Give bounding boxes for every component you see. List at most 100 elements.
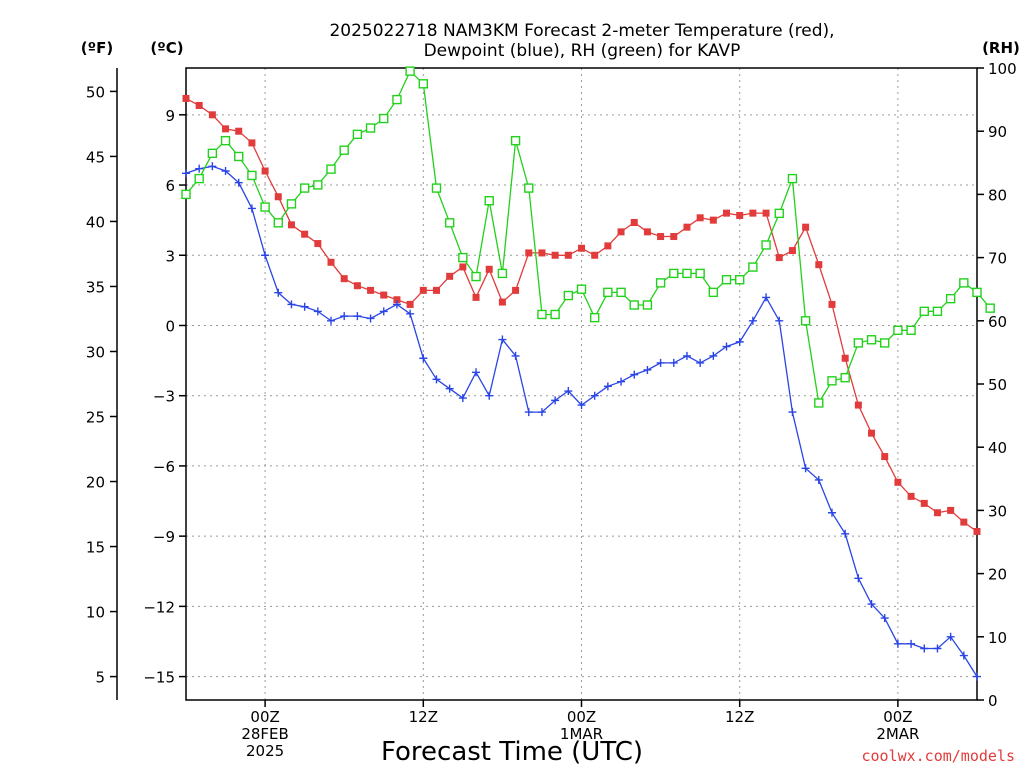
data-point: [367, 286, 375, 294]
data-point: [379, 307, 388, 316]
data-point: [273, 218, 283, 228]
data-point: [444, 218, 455, 228]
rh-unit-label: (RH): [982, 39, 1020, 57]
data-point: [340, 275, 348, 283]
fahrenheit-tick-label: 25: [86, 409, 105, 427]
data-point: [761, 240, 771, 250]
celsius-tick-label: 6: [165, 177, 175, 195]
data-point: [630, 218, 638, 226]
x-tick-label: 00Z: [567, 708, 596, 726]
series-2-meter-temperature: [182, 94, 981, 535]
data-point: [749, 209, 757, 217]
data-point: [868, 429, 876, 437]
data-point: [419, 354, 428, 363]
data-point: [867, 600, 876, 609]
data-point: [537, 408, 546, 417]
plot-frame: [185, 67, 978, 701]
data-point: [300, 302, 309, 311]
data-point: [326, 164, 336, 174]
data-point: [893, 639, 902, 648]
data-point: [709, 216, 717, 224]
data-point: [406, 309, 415, 318]
celsius-tick-label: 0: [165, 317, 175, 335]
data-point: [669, 268, 679, 279]
data-point: [802, 223, 810, 231]
fahrenheit-tick-label: 20: [86, 474, 105, 492]
rh-tick-label: 50: [988, 376, 1007, 394]
data-point: [682, 351, 691, 360]
data-point: [959, 278, 969, 288]
rh-tick-label: 10: [988, 629, 1007, 647]
chart-title-line-2: Dewpoint (blue), RH (green) for KAVP: [424, 41, 741, 61]
celsius-tick-label: 3: [165, 247, 175, 265]
data-point: [881, 453, 889, 461]
x-tick-label: 00Z: [250, 708, 279, 726]
data-point: [195, 164, 204, 173]
data-point: [458, 394, 467, 403]
data-point: [445, 384, 454, 393]
data-point: [472, 368, 481, 377]
data-point: [221, 166, 230, 175]
data-point: [274, 193, 282, 201]
data-point: [564, 387, 573, 396]
data-point: [287, 221, 295, 229]
data-point: [380, 291, 388, 299]
data-point: [524, 408, 533, 417]
rh-tick-label: 60: [988, 313, 1007, 331]
data-point: [932, 306, 943, 317]
data-point: [260, 202, 270, 212]
fahrenheit-tick-label: 10: [86, 604, 105, 622]
data-point: [669, 358, 678, 367]
data-point: [220, 135, 231, 146]
data-point: [854, 574, 863, 583]
data-point: [947, 506, 955, 514]
data-point: [840, 372, 850, 383]
data-point: [207, 148, 218, 159]
data-point: [485, 265, 493, 273]
data-point: [234, 178, 243, 187]
data-point: [261, 167, 269, 175]
data-point: [708, 287, 719, 298]
data-point: [657, 233, 665, 241]
data-point: [234, 151, 244, 162]
data-point: [787, 173, 798, 184]
data-point: [208, 162, 217, 171]
data-point: [709, 351, 718, 360]
rh-tick-label: 0: [988, 692, 998, 710]
data-point: [866, 335, 877, 345]
data-point: [327, 258, 335, 266]
data-point: [617, 228, 625, 236]
rh-tick-label: 100: [988, 60, 1017, 78]
rh-tick-label: 30: [988, 502, 1007, 520]
data-point: [814, 475, 823, 484]
data-point: [775, 316, 784, 325]
fahrenheit-tick-label: 15: [86, 539, 105, 557]
data-point: [827, 508, 836, 517]
grid-lines: [186, 68, 977, 700]
data-point: [340, 312, 349, 321]
x-tick-label: 2MAR: [876, 725, 919, 743]
data-point: [775, 254, 783, 262]
data-point: [498, 298, 506, 306]
x-tick-label: 12Z: [725, 708, 754, 726]
data-point: [286, 199, 297, 209]
data-point: [393, 296, 401, 304]
data-point: [484, 196, 494, 206]
fahrenheit-tick-label: 30: [86, 343, 105, 361]
data-point: [801, 464, 810, 473]
data-point: [893, 325, 903, 335]
data-point: [379, 113, 389, 124]
data-point: [353, 312, 362, 321]
data-point: [208, 111, 216, 119]
data-point: [524, 183, 534, 193]
data-point: [617, 377, 626, 386]
celsius-tick-label: −9: [153, 528, 175, 546]
data-point: [841, 354, 849, 362]
data-point: [432, 375, 441, 384]
data-point: [406, 300, 414, 308]
data-point: [815, 261, 823, 269]
data-point: [655, 278, 666, 288]
rh-tick-label: 70: [988, 250, 1007, 268]
